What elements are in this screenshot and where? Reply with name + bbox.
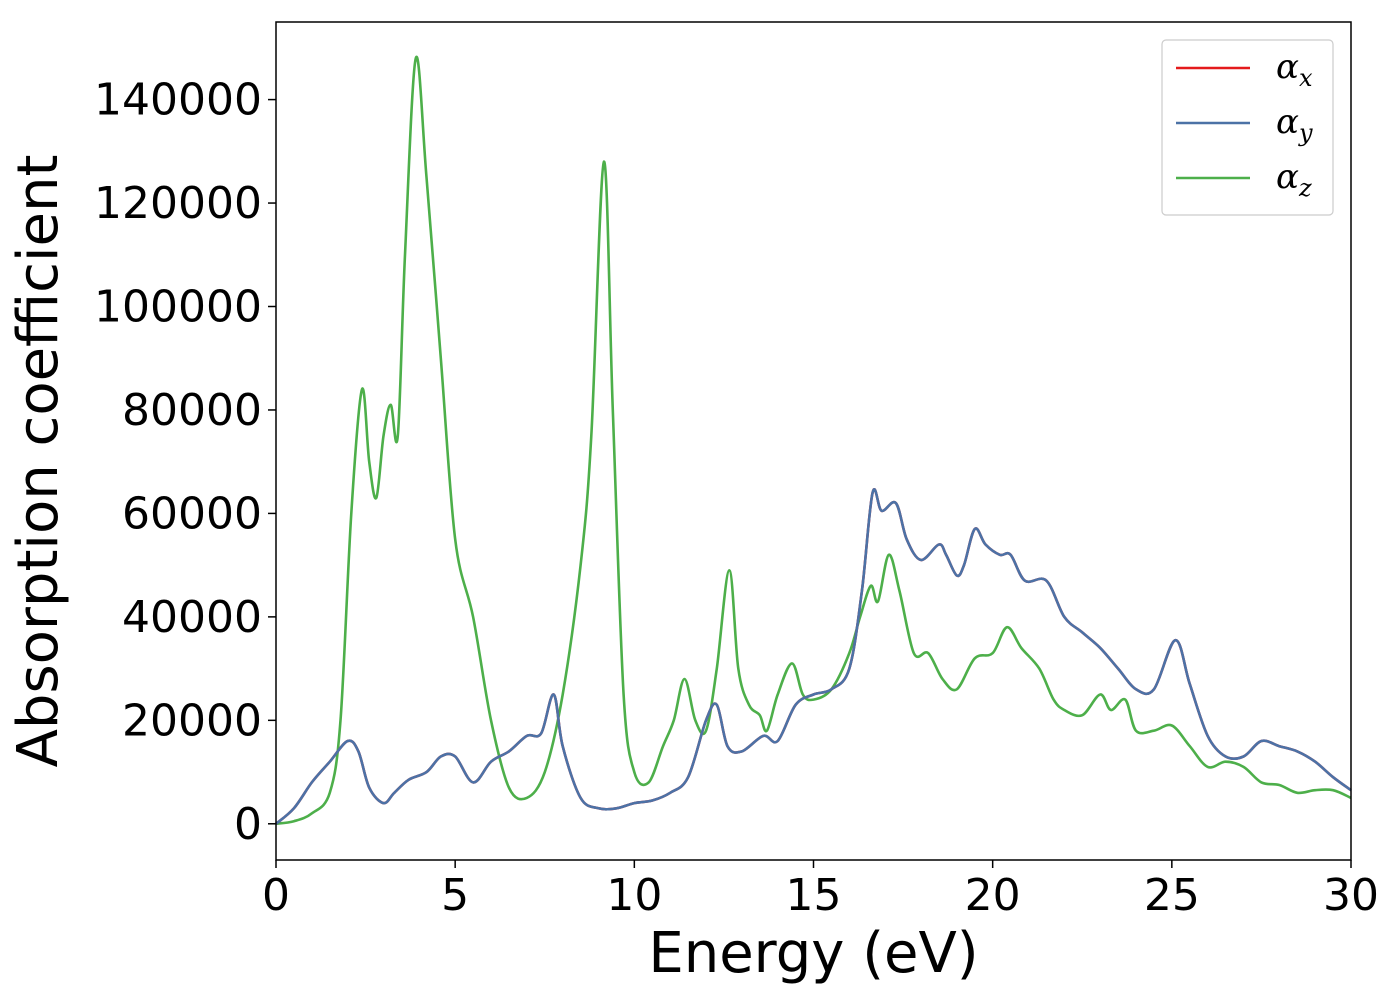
x-axis-ticks: 0 5 10 15 20 25 30 (262, 860, 1379, 921)
series-line-y (275, 488, 1352, 825)
y-tick-label: 80000 (122, 385, 262, 436)
x-tick-label: 5 (441, 870, 469, 921)
legend-box (1161, 39, 1334, 216)
y-tick-label: 120000 (94, 178, 262, 229)
y-tick-label: 60000 (122, 488, 262, 539)
x-tick-label: 15 (786, 870, 842, 921)
series-line-z (275, 55, 1352, 826)
y-tick-label: 20000 (122, 695, 262, 746)
y-tick-label: 40000 (122, 592, 262, 643)
x-tick-label: 30 (1323, 870, 1379, 921)
x-axis-label: Energy (eV) (648, 921, 978, 986)
y-tick-label: 100000 (94, 282, 262, 333)
plot-area-frame (275, 21, 1352, 861)
y-axis-label: Absorption coefficient (6, 155, 71, 768)
x-tick-label: 20 (965, 870, 1021, 921)
plot-series (275, 55, 1352, 826)
x-tick-label: 10 (606, 870, 662, 921)
x-tick-label: 0 (262, 870, 290, 921)
y-tick-label: 140000 (94, 75, 262, 126)
series-line-x (275, 488, 1352, 825)
y-axis-ticks: 0 20000 40000 60000 80000 100000 120000 140000 (94, 75, 276, 850)
y-tick-label: 0 (234, 799, 262, 850)
x-tick-label: 25 (1144, 870, 1200, 921)
